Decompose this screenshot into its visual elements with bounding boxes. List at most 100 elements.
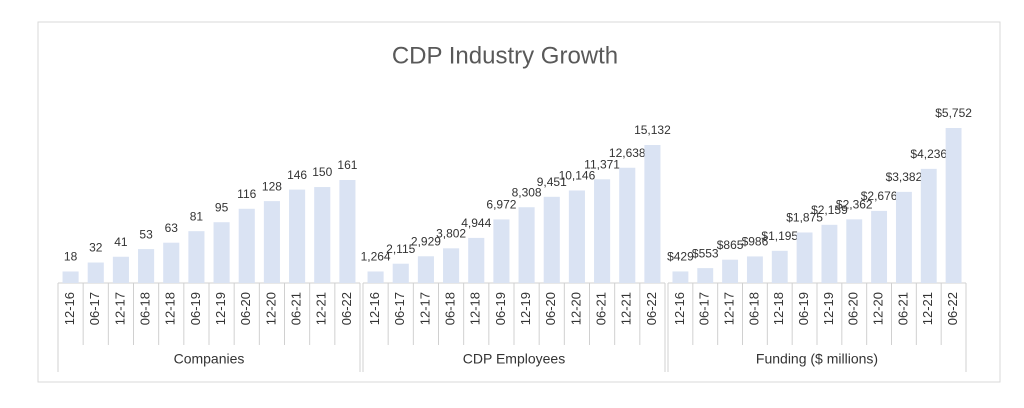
x-tick-label: 06-18 — [443, 292, 458, 325]
data-label: $2,362 — [836, 198, 873, 212]
data-label: 2,115 — [386, 242, 415, 256]
bar — [392, 263, 409, 283]
x-tick-label: 12-17 — [722, 292, 737, 325]
data-label: 150 — [312, 165, 332, 179]
data-label: 116 — [237, 187, 256, 201]
x-tick-label: 06-17 — [697, 292, 712, 325]
bar — [594, 179, 611, 283]
bar — [895, 191, 912, 283]
bar — [112, 256, 129, 283]
data-label: $5,752 — [935, 106, 972, 120]
data-label: 18 — [64, 250, 78, 264]
x-tick-label: 12-21 — [314, 292, 329, 325]
bar — [672, 271, 689, 283]
bar — [163, 242, 180, 283]
bar — [846, 219, 863, 283]
group-label: CDP Employees — [463, 351, 565, 367]
x-tick-label: 06-22 — [339, 292, 354, 325]
data-label: $986 — [742, 235, 769, 249]
x-tick-label: 12-16 — [367, 292, 382, 325]
bar — [314, 187, 331, 283]
data-label: 4,944 — [461, 216, 491, 230]
x-tick-label: 06-20 — [543, 292, 558, 325]
x-tick-label: 06-21 — [289, 292, 304, 325]
x-tick-label: 06-18 — [746, 292, 761, 325]
data-label: 6,972 — [486, 198, 516, 212]
data-label: 11,371 — [584, 157, 620, 171]
x-tick-label: 12-18 — [468, 292, 483, 325]
x-tick-label: 12-19 — [518, 292, 533, 325]
x-tick-label: 06-17 — [87, 292, 102, 325]
data-label: 161 — [337, 158, 357, 172]
x-tick-label: 06-19 — [493, 292, 508, 325]
x-tick-label: 12-20 — [871, 292, 886, 325]
data-label: 1,264 — [361, 250, 391, 264]
chart-title: CDP Industry Growth — [392, 42, 618, 69]
x-tick-label: 12-18 — [771, 292, 786, 325]
bar — [339, 180, 356, 283]
x-tick-label: 12-17 — [417, 292, 432, 325]
x-tick-label: 12-17 — [112, 292, 127, 325]
x-tick-label: 12-19 — [821, 292, 836, 325]
data-label: 3,802 — [436, 226, 466, 240]
data-label: 95 — [215, 200, 229, 214]
data-label: 12,638 — [609, 146, 646, 160]
data-label: 32 — [89, 241, 103, 255]
data-label: 41 — [114, 235, 128, 249]
data-label: 8,308 — [512, 185, 542, 199]
data-label: 53 — [139, 227, 153, 241]
data-label: 146 — [287, 168, 307, 182]
data-label: $2,159 — [811, 203, 848, 217]
bar — [945, 128, 962, 283]
x-tick-label: 12-20 — [568, 292, 583, 325]
bar — [920, 168, 937, 283]
bar — [417, 256, 434, 283]
bar — [746, 256, 763, 283]
bar — [568, 190, 585, 283]
data-label: 81 — [190, 209, 204, 223]
bar — [367, 271, 384, 283]
x-tick-label: 06-22 — [644, 292, 659, 325]
bar — [443, 248, 460, 283]
x-tick-label: 12-16 — [672, 292, 687, 325]
data-label: $2,676 — [861, 189, 898, 203]
data-label: 9,451 — [537, 175, 567, 189]
data-label: 2,929 — [411, 234, 441, 248]
data-label: $1,875 — [786, 211, 823, 225]
data-label: $3,382 — [886, 170, 923, 184]
x-tick-label: 06-19 — [796, 292, 811, 325]
bar — [518, 207, 535, 283]
bar — [493, 219, 510, 283]
bar — [619, 167, 636, 283]
bar — [263, 201, 280, 283]
bar — [289, 189, 306, 283]
bar — [771, 250, 788, 283]
bar — [62, 271, 79, 283]
x-tick-label: 12-21 — [920, 292, 935, 325]
chart-frame — [37, 21, 1001, 383]
data-label: 128 — [262, 179, 282, 193]
bar — [871, 210, 888, 283]
bar — [213, 222, 230, 283]
bar — [188, 231, 205, 283]
x-tick-label: 06-19 — [188, 292, 203, 325]
bar — [468, 237, 485, 283]
x-tick-label: 06-17 — [392, 292, 407, 325]
x-tick-label: 12-16 — [62, 292, 77, 325]
bar — [644, 145, 661, 283]
bar — [821, 224, 838, 283]
bar — [543, 196, 560, 283]
data-label: 10,146 — [559, 169, 596, 183]
x-tick-label: 06-21 — [594, 292, 609, 325]
x-tick-label: 06-20 — [846, 292, 861, 325]
data-label: $4,236 — [910, 147, 947, 161]
bar — [722, 259, 739, 283]
group-label: Funding ($ millions) — [756, 351, 878, 367]
data-label: $553 — [692, 246, 719, 260]
bar — [238, 208, 255, 283]
x-tick-label: 06-21 — [895, 292, 910, 325]
x-tick-label: 12-20 — [263, 292, 278, 325]
data-label: 15,132 — [634, 123, 671, 137]
x-tick-label: 12-19 — [213, 292, 228, 325]
